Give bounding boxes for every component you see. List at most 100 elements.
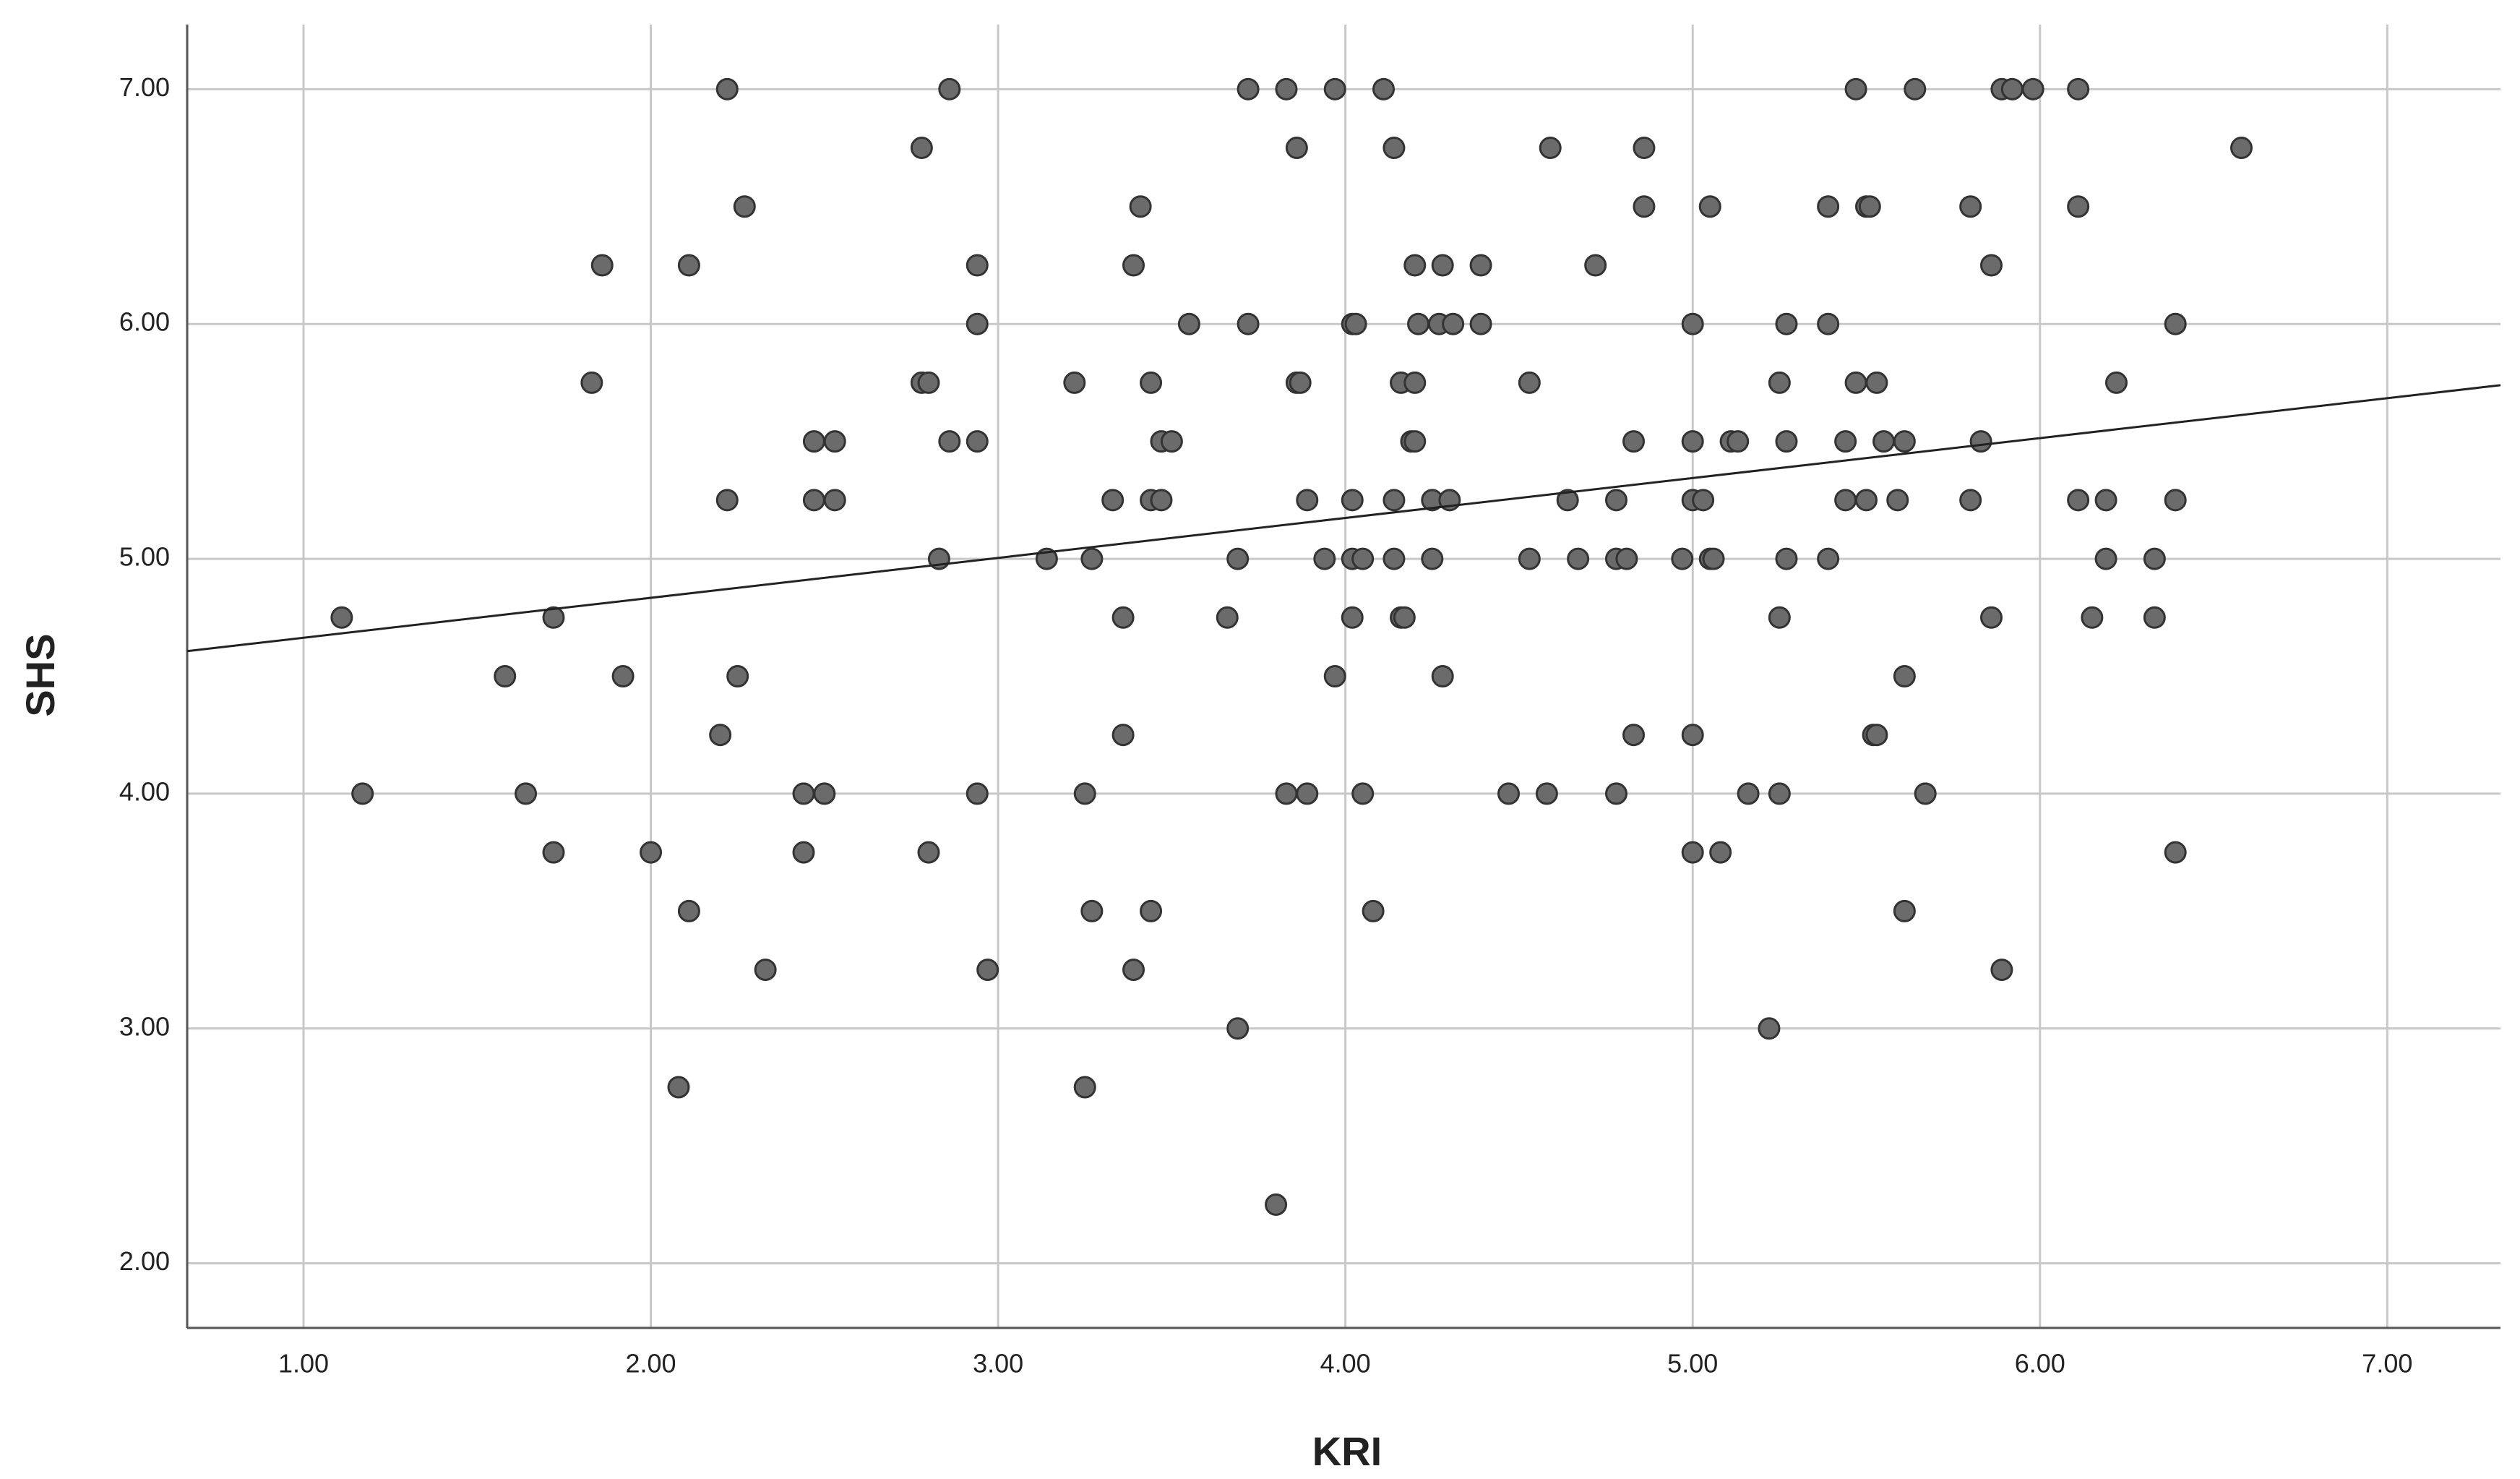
- point: [1775, 547, 1798, 570]
- point: [1150, 489, 1173, 512]
- point: [1768, 782, 1791, 805]
- point: [1226, 547, 1250, 570]
- point: [1296, 782, 1319, 805]
- point: [1990, 959, 2013, 982]
- point: [1584, 254, 1607, 277]
- point: [1323, 665, 1346, 687]
- x-tick-label: 6.00: [2015, 1349, 2065, 1379]
- point: [1497, 782, 1521, 805]
- point: [1855, 489, 1878, 512]
- point: [1372, 77, 1396, 100]
- point: [1539, 137, 1562, 160]
- y-tick-label: 6.00: [119, 307, 170, 337]
- y-axis-title: SHS: [17, 633, 63, 716]
- point: [677, 254, 700, 277]
- point: [1140, 899, 1163, 922]
- point: [1768, 606, 1791, 629]
- point: [726, 665, 749, 687]
- point: [1914, 782, 1937, 805]
- point: [1382, 547, 1406, 570]
- point: [1904, 77, 1927, 100]
- point: [715, 489, 739, 512]
- point: [1865, 371, 1888, 394]
- point: [1351, 782, 1375, 805]
- x-axis-title: KRI: [1312, 1428, 1382, 1474]
- point: [1633, 137, 1656, 160]
- point: [590, 254, 614, 277]
- point: [1177, 312, 1200, 335]
- point: [1615, 547, 1638, 570]
- x-tick-label: 2.00: [626, 1349, 676, 1379]
- y-tick-label: 2.00: [119, 1246, 170, 1276]
- point: [1431, 665, 1454, 687]
- point: [1671, 547, 1694, 570]
- point: [1834, 430, 1857, 453]
- point: [1980, 606, 2003, 629]
- point: [2067, 489, 2090, 512]
- point: [1382, 137, 1406, 160]
- point: [1681, 312, 1704, 335]
- point: [2067, 77, 2090, 100]
- point: [1622, 724, 1646, 747]
- point: [1393, 606, 1416, 629]
- point: [2067, 195, 2090, 218]
- point: [1111, 606, 1135, 629]
- point: [1275, 782, 1298, 805]
- point: [966, 782, 989, 805]
- point: [1122, 254, 1145, 277]
- point: [966, 430, 989, 453]
- point: [1403, 254, 1427, 277]
- point: [1323, 77, 1346, 100]
- point: [1858, 195, 1881, 218]
- point: [2081, 606, 2104, 629]
- point: [1518, 547, 1541, 570]
- point: [2143, 547, 2166, 570]
- point: [677, 899, 700, 922]
- point: [1604, 782, 1627, 805]
- point: [1407, 312, 1430, 335]
- point: [1160, 430, 1183, 453]
- point: [1893, 430, 1916, 453]
- point: [2105, 371, 2128, 394]
- point: [640, 841, 663, 864]
- point: [2094, 547, 2117, 570]
- point: [1775, 312, 1798, 335]
- point: [938, 430, 961, 453]
- point: [1844, 77, 1867, 100]
- point: [1604, 489, 1627, 512]
- point: [1421, 547, 1444, 570]
- point: [1063, 371, 1086, 394]
- point: [966, 254, 989, 277]
- point: [733, 195, 756, 218]
- point: [1834, 489, 1857, 512]
- point: [1872, 430, 1896, 453]
- point: [792, 841, 815, 864]
- point: [1535, 782, 1558, 805]
- point: [1080, 899, 1104, 922]
- point: [1431, 254, 1454, 277]
- point: [792, 782, 815, 805]
- x-tick-label: 3.00: [973, 1349, 1023, 1379]
- point: [1518, 371, 1541, 394]
- point: [1681, 724, 1704, 747]
- point: [1698, 195, 1721, 218]
- point: [667, 1076, 690, 1099]
- point: [580, 371, 603, 394]
- point: [1768, 371, 1791, 394]
- point: [1622, 430, 1646, 453]
- point: [1341, 606, 1364, 629]
- point: [1403, 430, 1427, 453]
- point: [1865, 724, 1888, 747]
- x-tick-label: 4.00: [1320, 1349, 1371, 1379]
- x-tick-label: 1.00: [278, 1349, 329, 1379]
- point: [1893, 665, 1916, 687]
- point: [1775, 430, 1798, 453]
- point: [1073, 782, 1096, 805]
- point: [2021, 77, 2044, 100]
- point: [1216, 606, 1239, 629]
- point: [1351, 547, 1375, 570]
- point: [802, 489, 825, 512]
- point: [1226, 1017, 1250, 1040]
- point: [813, 782, 836, 805]
